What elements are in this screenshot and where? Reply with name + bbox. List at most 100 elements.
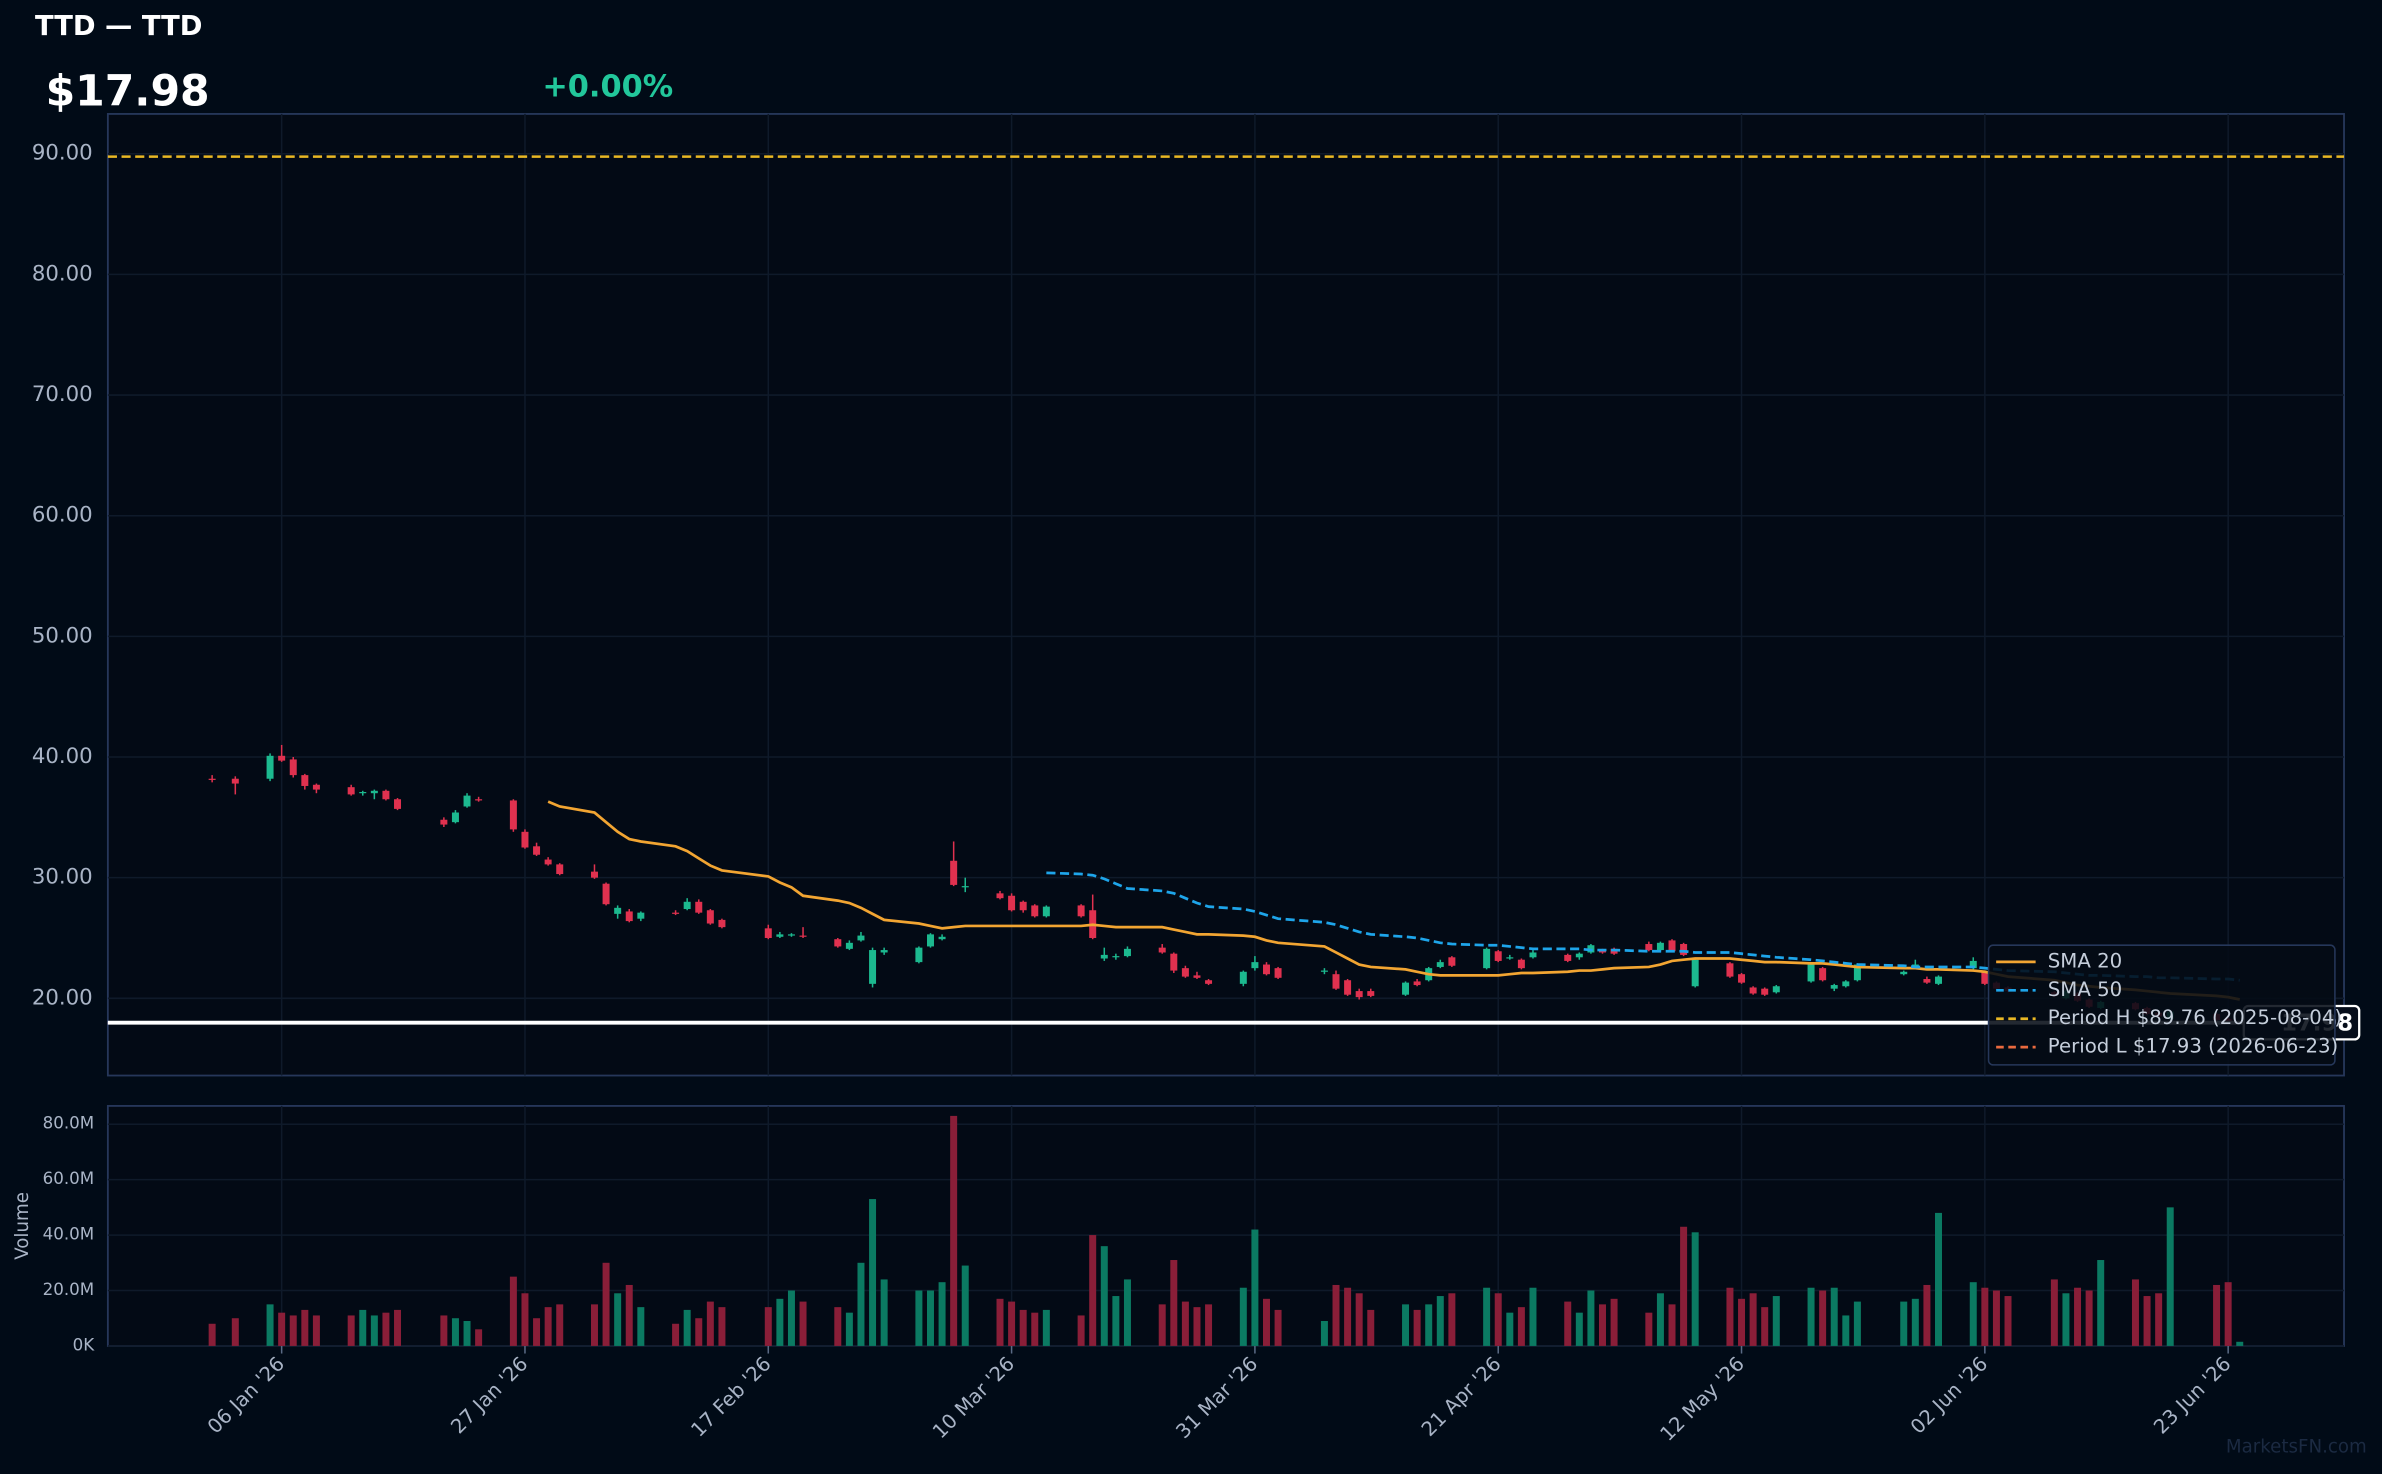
volume-bar <box>1205 1304 1213 1346</box>
volume-bar <box>1517 1307 1525 1346</box>
candle-body <box>1019 901 1027 911</box>
volume-bar <box>1274 1309 1282 1346</box>
volume-bar <box>787 1290 795 1346</box>
candle-body <box>950 860 958 885</box>
volume-tick-label: 40.0M <box>43 1224 95 1244</box>
legend-label: SMA 50 <box>2048 978 2122 1001</box>
volume-bar <box>475 1329 483 1346</box>
volume-bar <box>2236 1341 2244 1346</box>
volume-bar <box>359 1309 367 1346</box>
volume-bar <box>1077 1315 1085 1346</box>
volume-bar <box>926 1290 934 1346</box>
candle-body <box>1761 988 1769 995</box>
candle-body <box>1807 964 1815 982</box>
volume-bar <box>1691 1232 1699 1346</box>
candle-body <box>1645 944 1653 951</box>
candle-body <box>614 907 622 914</box>
volume-bar <box>834 1307 842 1346</box>
volume-bar <box>1320 1320 1328 1346</box>
y-tick-label: 50.00 <box>32 623 93 648</box>
volume-bar <box>1680 1226 1688 1346</box>
candle-body <box>440 819 448 825</box>
candle-body <box>1668 940 1676 952</box>
volume-bar <box>1089 1235 1097 1346</box>
volume-bar <box>2213 1284 2221 1346</box>
candle-body <box>1842 981 1850 987</box>
volume-bar <box>1367 1309 1375 1346</box>
candle-body <box>1494 951 1502 961</box>
volume-bar <box>1911 1298 1919 1346</box>
candle-body <box>533 846 541 855</box>
candle-body <box>625 911 633 922</box>
volume-bar <box>625 1284 633 1346</box>
candle-body <box>706 910 714 924</box>
candle-body <box>915 947 923 963</box>
candle-body <box>1483 948 1491 969</box>
candle-body <box>394 799 402 809</box>
volume-bar <box>1332 1284 1340 1346</box>
volume-bar <box>544 1307 552 1346</box>
volume-bar <box>2097 1260 2105 1346</box>
volume-bar <box>950 1115 958 1346</box>
candle-body <box>926 934 934 947</box>
candle-body <box>683 901 691 910</box>
candle-body <box>1320 970 1328 972</box>
volume-bar <box>1923 1284 1931 1346</box>
candle-body <box>1042 906 1050 917</box>
volume-bar <box>1112 1296 1120 1346</box>
volume-bar <box>347 1315 355 1346</box>
volume-bar <box>231 1318 239 1346</box>
volume-bar <box>1842 1315 1850 1346</box>
volume-bar <box>1413 1309 1421 1346</box>
price-panel <box>106 113 2345 1077</box>
volume-bar <box>857 1262 865 1346</box>
y-tick-label: 30.00 <box>32 865 93 890</box>
candle-body <box>602 883 610 905</box>
volume-bar <box>1019 1309 1027 1346</box>
volume-bar <box>1656 1293 1664 1346</box>
candle-body <box>521 831 529 848</box>
volume-bar <box>451 1318 459 1346</box>
candle-body <box>1853 964 1861 981</box>
candle-body <box>1413 981 1421 986</box>
volume-bar <box>1158 1304 1166 1346</box>
candle-body <box>1123 948 1131 957</box>
candle-body <box>1008 895 1016 911</box>
volume-bar <box>463 1320 471 1346</box>
candle-body <box>1100 954 1108 959</box>
volume-bar <box>1170 1260 1178 1346</box>
volume-bar <box>1645 1312 1653 1346</box>
volume-bar <box>1935 1212 1942 1346</box>
candle-body <box>869 950 877 984</box>
volume-tick-label: 20.0M <box>43 1279 95 1299</box>
candle-body <box>1332 974 1340 989</box>
y-tick-label: 60.00 <box>32 503 93 528</box>
volume-bar <box>1529 1287 1537 1346</box>
candle-body <box>1077 905 1085 917</box>
candle-body <box>382 790 390 800</box>
candle-body <box>718 919 726 928</box>
candle-body <box>266 755 274 779</box>
candle-body <box>1274 968 1282 978</box>
sma-line <box>547 800 2241 1001</box>
volume-bar <box>602 1262 610 1346</box>
volume-bar <box>370 1315 378 1346</box>
candle-body <box>672 912 680 914</box>
volume-bar <box>1610 1298 1618 1346</box>
volume-bar <box>1448 1293 1456 1346</box>
candle-body <box>1981 971 1989 984</box>
volume-bar <box>706 1301 714 1346</box>
title: TTD — TTD <box>35 11 203 42</box>
candle-body <box>1112 956 1120 958</box>
candle-body <box>1738 974 1746 983</box>
volume-bar <box>208 1323 216 1346</box>
candle-body <box>1749 987 1757 994</box>
candle-body <box>961 886 969 888</box>
candle-body <box>1691 959 1699 987</box>
candle-body <box>1448 957 1456 966</box>
candle-body <box>289 759 297 776</box>
change: +0.00% <box>542 70 673 105</box>
legend-box <box>1987 944 2336 1066</box>
